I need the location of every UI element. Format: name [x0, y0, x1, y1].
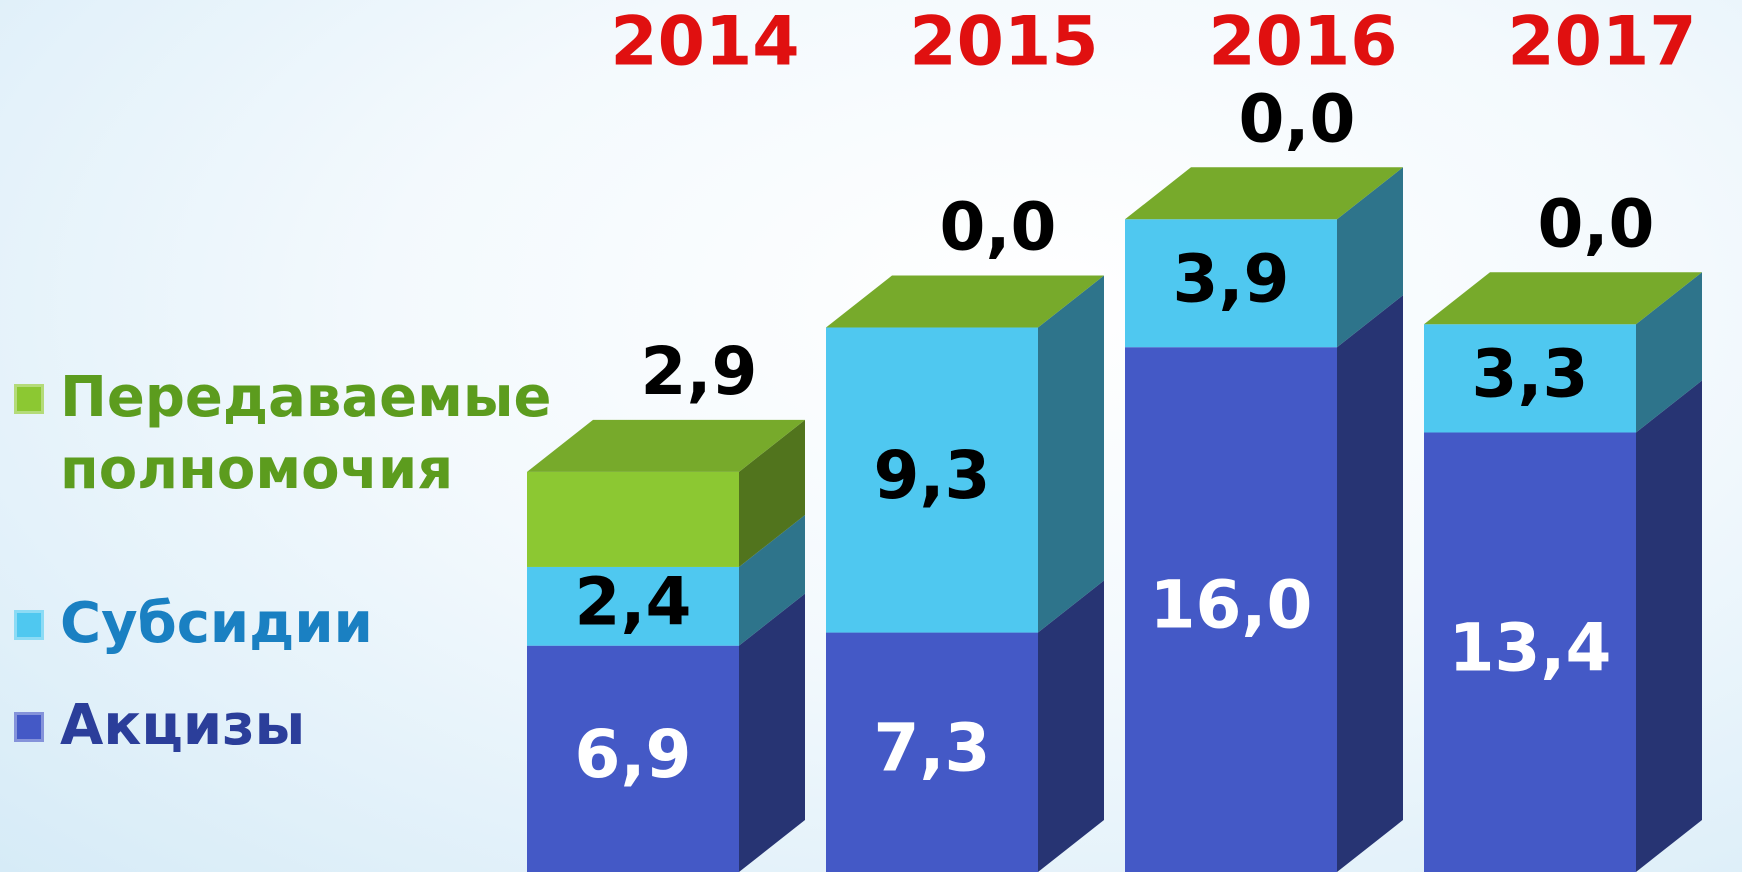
bar-segment [527, 471, 739, 567]
bar-side [739, 514, 805, 646]
bar-segment [527, 645, 739, 872]
legend-item: Субсидии [14, 588, 530, 660]
bar-side [1038, 275, 1104, 633]
bar-segment [1424, 432, 1636, 872]
bar-side [1636, 272, 1702, 433]
value-label: 13,4 [1449, 609, 1612, 686]
value-label: 2,4 [575, 563, 692, 640]
value-label: 3,3 [1472, 335, 1589, 412]
bar-top [826, 275, 1104, 328]
bar-segment [1125, 219, 1337, 348]
legend-item: Передаваемые полномочия [14, 362, 552, 506]
bar-side [1337, 167, 1403, 348]
category-label: 2014 [610, 3, 799, 82]
bar-segment [826, 327, 1038, 633]
legend-swatch [14, 610, 44, 640]
legend-swatch [14, 712, 44, 742]
legend-swatch [14, 384, 44, 414]
value-label: 6,9 [575, 716, 692, 793]
bar-segment [1125, 347, 1337, 872]
bar-side [1337, 295, 1403, 872]
bar-side [739, 593, 805, 872]
category-label: 2016 [1208, 3, 1397, 82]
bar-top [1125, 167, 1403, 220]
value-label: 16,0 [1150, 567, 1313, 644]
category-label: 2017 [1507, 3, 1696, 82]
bar-top [1424, 272, 1702, 325]
value-label: 0,0 [1538, 185, 1655, 262]
value-label: 3,9 [1173, 240, 1290, 317]
value-label: 0,0 [940, 189, 1057, 266]
value-label: 0,0 [1239, 80, 1356, 157]
bar-side [1038, 580, 1104, 872]
value-label: 7,3 [874, 709, 991, 786]
bar-side [1636, 380, 1702, 872]
legend-label: Субсидии [60, 591, 373, 656]
value-label: 9,3 [874, 437, 991, 514]
legend-label: Акцизы [60, 693, 306, 758]
bar-segment [527, 566, 739, 646]
bar-segment [1424, 324, 1636, 433]
legend-label: Передаваемые полномочия [60, 365, 552, 502]
legend-item: Акцизы [14, 690, 530, 762]
value-label: 2,9 [641, 333, 758, 410]
bar-side [739, 419, 805, 567]
category-label: 2015 [909, 3, 1098, 82]
bar-segment [826, 632, 1038, 872]
bar-top [527, 419, 805, 472]
